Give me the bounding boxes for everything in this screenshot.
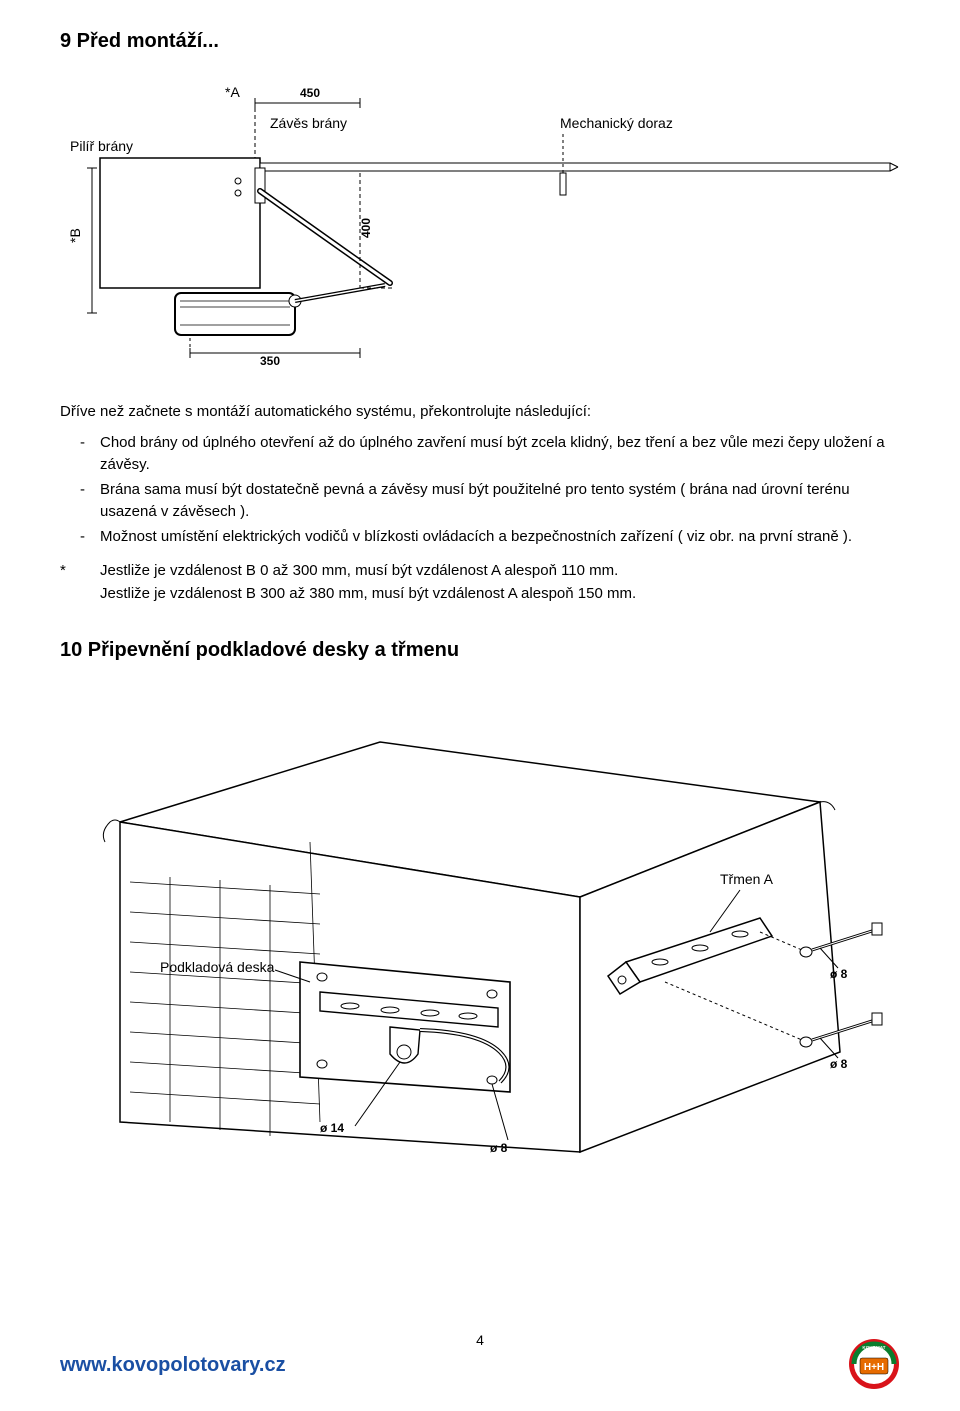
star-note: Jestliže je vzdálenost B 0 až 300 mm, mu…: [60, 560, 900, 605]
star-line: Jestliže je vzdálenost B 0 až 300 mm, mu…: [100, 560, 900, 583]
section9-intro: Dříve než začnete s montáží automatickéh…: [60, 401, 900, 424]
section9-heading: 9 Před montáží...: [60, 30, 900, 53]
figure-section9: *A 450 Závěs brány Mechanický doraz Pilí…: [60, 73, 900, 376]
dia14-label: ø 14: [320, 1121, 344, 1135]
label-hinge: Závěs brány: [270, 115, 347, 131]
label-stop: Mechanický doraz: [560, 115, 673, 131]
dim-a-value: 450: [300, 86, 320, 100]
dim-a-label: *A: [225, 84, 240, 100]
label-bracket: Třmen A: [720, 871, 774, 887]
page-number: 4: [476, 1332, 484, 1348]
bullet-item: Chod brány od úplného otevření až do úpl…: [60, 432, 900, 477]
dim-b-label: *B: [67, 228, 83, 243]
footer-url: www.kovopolotovary.cz: [60, 1354, 286, 1377]
star-line: Jestliže je vzdálenost B 300 až 380 mm, …: [100, 583, 900, 606]
logo: H+H KOVOMAT: [848, 1338, 900, 1393]
dim-horiz-value: 350: [260, 354, 280, 368]
section9-text: Dříve než začnete s montáží automatickéh…: [60, 401, 900, 605]
bullet-item: Brána sama musí být dostatečně pevná a z…: [60, 479, 900, 524]
label-pillar: Pilíř brány: [70, 138, 133, 154]
dia8-label-bottom2: ø 8: [830, 1057, 848, 1071]
dia8-label-top: ø 8: [830, 967, 848, 981]
section10-heading: 10 Připevnění podkladové desky a třmenu: [60, 639, 900, 662]
label-plate: Podkladová deska: [160, 959, 275, 975]
bullet-item: Možnost umístění elektrických vodičů v b…: [60, 526, 900, 549]
figure-section10: ø 14 ø 8 Třmen A Podkladová deska: [60, 682, 900, 1165]
logo-text-kovomat: KOVOMAT: [862, 1345, 885, 1350]
logo-text-hh: H+H: [864, 1362, 884, 1373]
dim-vert-value: 400: [359, 218, 373, 238]
dia8-label-bottom: ø 8: [490, 1141, 508, 1155]
